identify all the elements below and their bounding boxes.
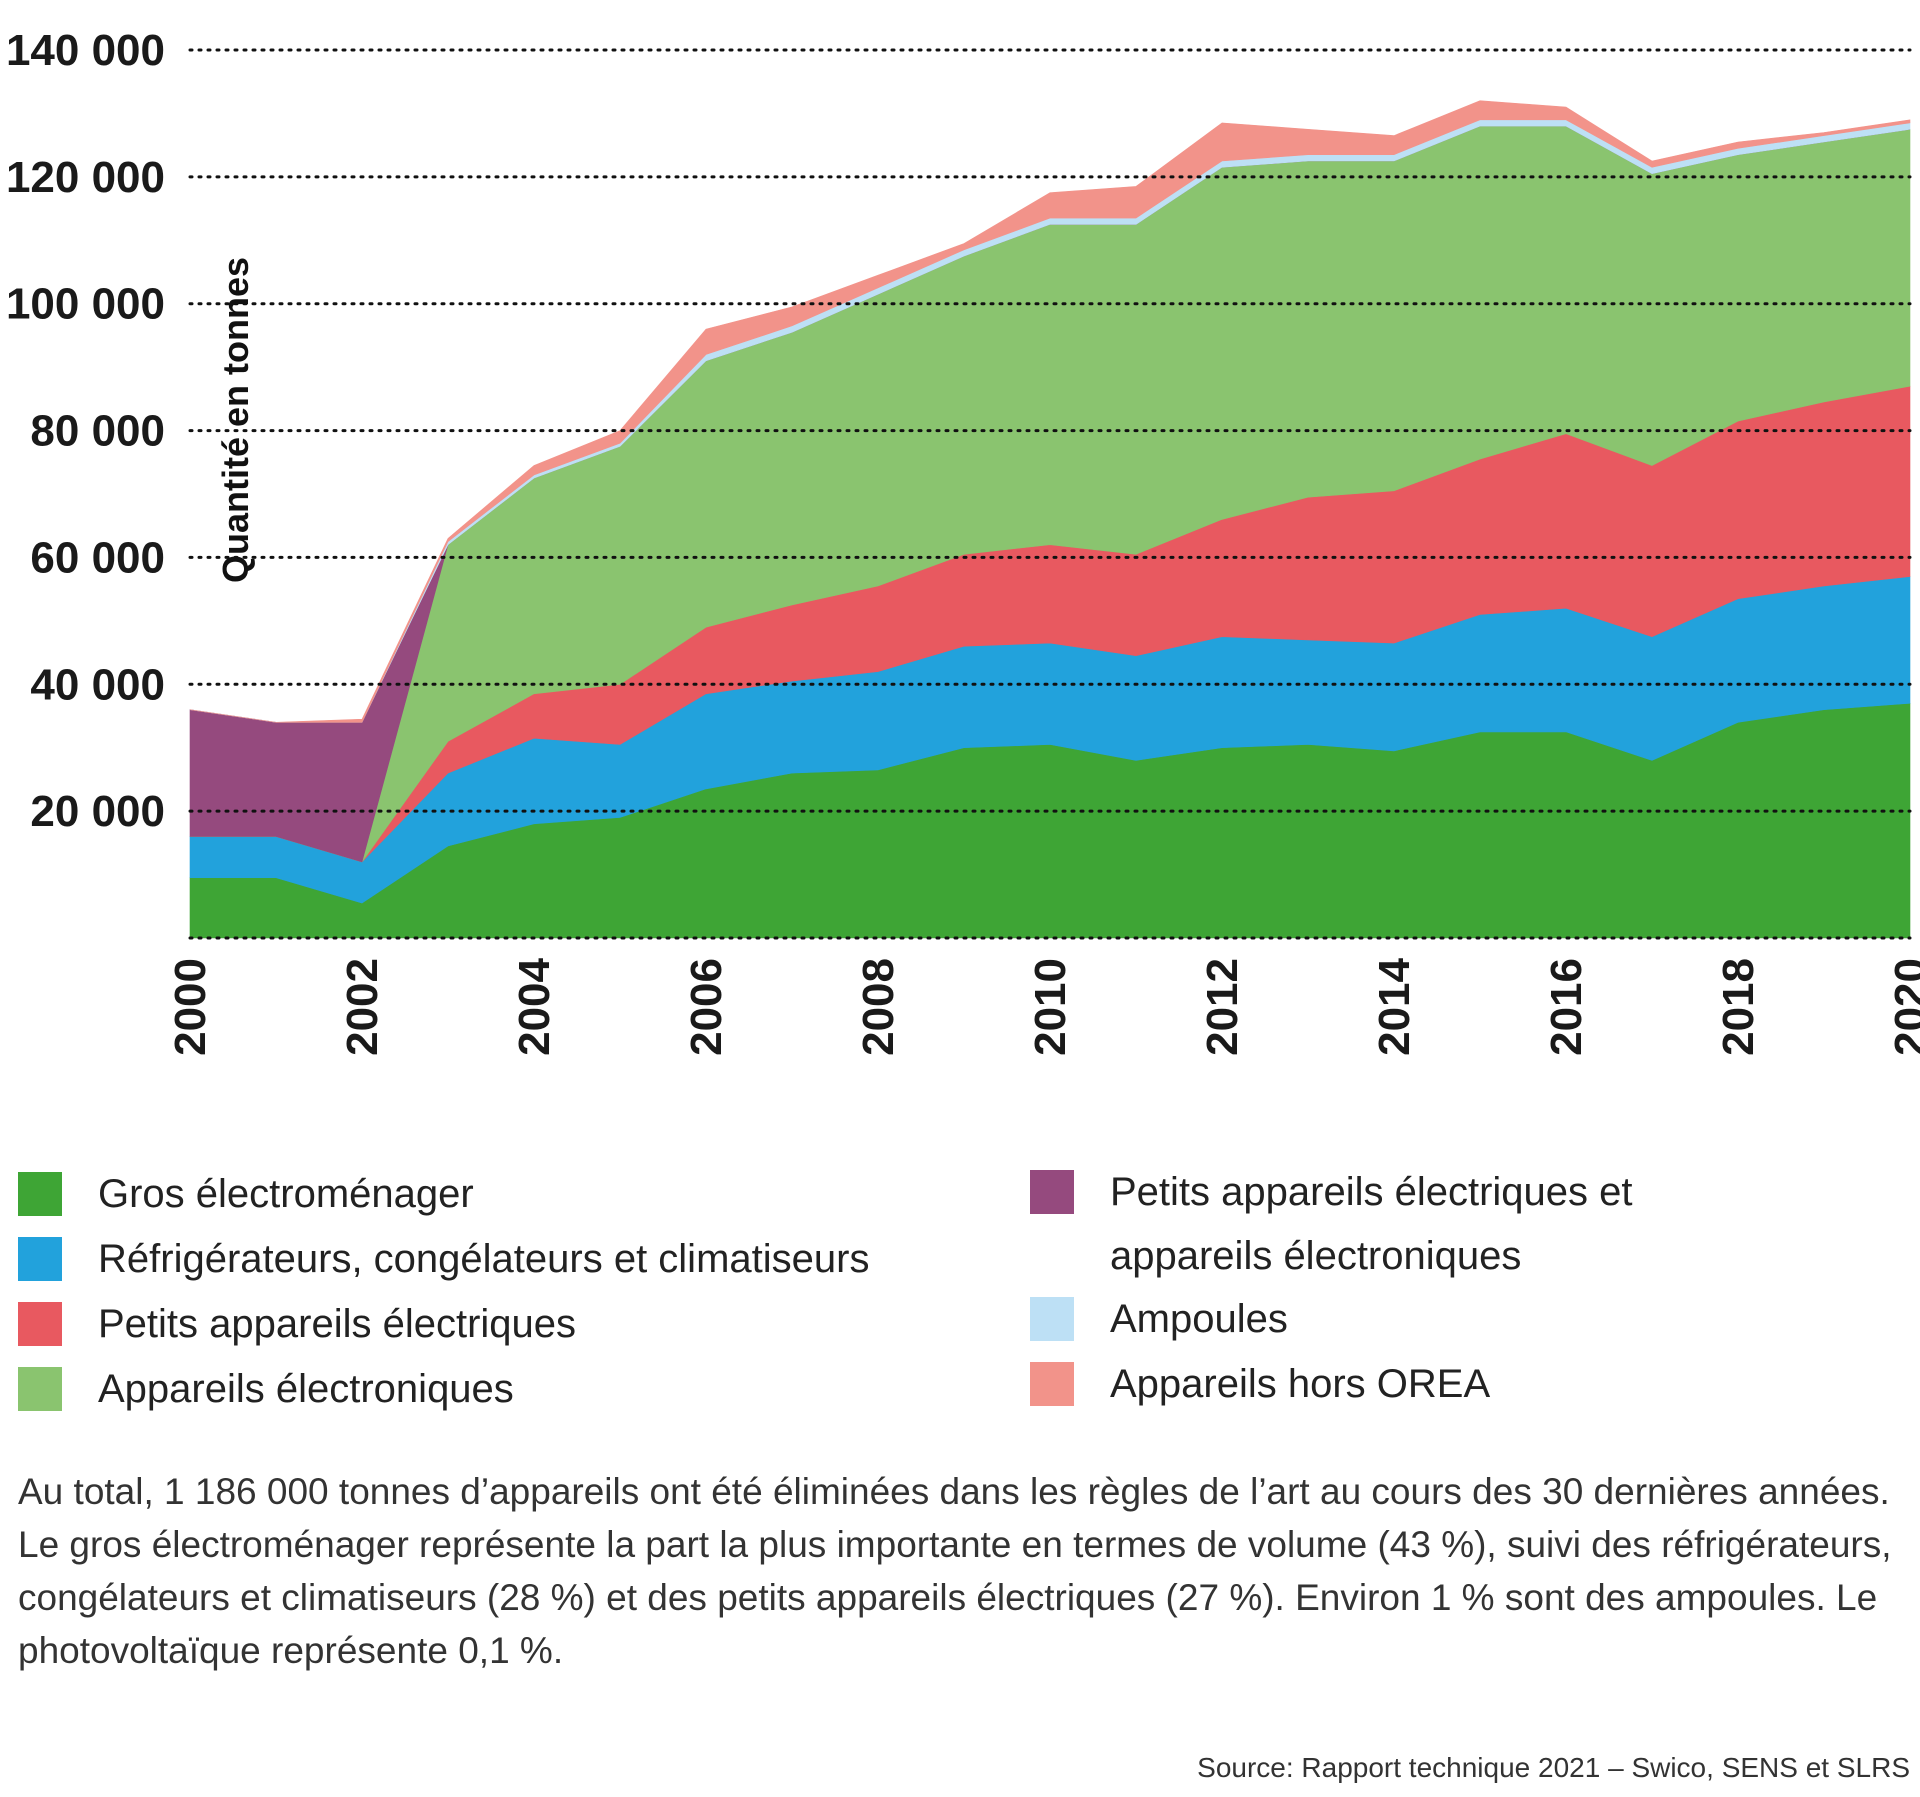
- y-axis-label: Quantité en tonnes: [215, 257, 256, 583]
- y-tick-label: 20 000: [30, 787, 165, 836]
- legend-label: Gros électroménager: [98, 1172, 474, 1216]
- stacked-area-chart: 20 000 40 000 60 000 80 000 100 000 120 000 14…: [6, 26, 1920, 1056]
- legend-swatch-refrigerateurs: [18, 1237, 62, 1281]
- legend-label: Petits appareils électriques: [98, 1302, 577, 1346]
- x-tick-label: 2000: [166, 958, 215, 1056]
- legend-item-hors-orea: Appareils hors OREA: [1030, 1360, 1490, 1416]
- x-tick-label: 2002: [338, 958, 387, 1056]
- legend-label-line-2: appareils électroniques: [1110, 1234, 1522, 1278]
- x-tick-label: 2010: [1026, 958, 1075, 1056]
- legend-label-line-1: Petits appareils électriques et: [1110, 1170, 1633, 1214]
- legend-item-petits-et-electroniques: Petits appareils électriques et appareil…: [1030, 1168, 1633, 1288]
- x-tick-label: 2018: [1714, 958, 1763, 1056]
- y-tick-label: 100 000: [6, 280, 165, 329]
- x-tick-label: 2006: [682, 958, 731, 1056]
- x-tick-label: 2020: [1886, 958, 1920, 1056]
- legend-label: Appareils électroniques: [98, 1367, 514, 1411]
- x-tick-label: 2012: [1198, 958, 1247, 1056]
- source-note: Source: Rapport technique 2021 – Swico, …: [1197, 1752, 1910, 1783]
- legend-item-petits-appareils: Petits appareils électriques: [18, 1300, 576, 1356]
- legend-swatch-appareils-electroniques: [18, 1367, 62, 1411]
- y-tick-label: 60 000: [30, 533, 165, 582]
- legend-swatch-petits-appareils: [18, 1302, 62, 1346]
- legend-item-ampoules: Ampoules: [1030, 1295, 1288, 1351]
- x-tick-label: 2008: [854, 958, 903, 1056]
- legend-item-appareils-electroniques: Appareils électroniques: [18, 1365, 514, 1421]
- y-tick-labels: 20 000 40 000 60 000 80 000 100 000 120 000 14…: [6, 26, 165, 836]
- legend-label: Petits appareils électriques et appareil…: [1110, 1160, 1633, 1288]
- legend: Gros électroménager Réfrigérateurs, cong…: [18, 1150, 1918, 1430]
- caption-text: Au total, 1 186 000 tonnes d’appareils o…: [18, 1471, 1892, 1671]
- legend-item-refrigerateurs: Réfrigérateurs, congélateurs et climatis…: [18, 1235, 869, 1291]
- legend-label: Réfrigérateurs, congélateurs et climatis…: [98, 1237, 870, 1281]
- legend-label: Appareils hors OREA: [1110, 1362, 1491, 1406]
- y-tick-label: 140 000: [6, 26, 165, 75]
- x-tick-label: 2016: [1542, 958, 1591, 1056]
- y-tick-label: 40 000: [30, 660, 165, 709]
- x-tick-label: 2004: [510, 957, 559, 1055]
- legend-swatch-hors-orea: [1030, 1362, 1074, 1406]
- y-tick-label: 80 000: [30, 407, 165, 456]
- legend-swatch-ampoules: [1030, 1297, 1074, 1341]
- x-tick-labels: 2000 2002 2004 2006 2008 2010 2012 2014 2016 2018…: [166, 957, 1920, 1055]
- area-appareils-hors-orea: [189, 100, 1911, 723]
- legend-swatch-petits-et-electroniques: [1030, 1170, 1074, 1214]
- legend-label: Ampoules: [1110, 1297, 1288, 1341]
- y-tick-label: 120 000: [6, 153, 165, 202]
- legend-swatch-gros-electromenager: [18, 1172, 62, 1216]
- area-series-group: [189, 100, 1911, 939]
- x-tick-label: 2014: [1370, 957, 1419, 1055]
- legend-item-gros-electromenager: Gros électroménager: [18, 1170, 474, 1226]
- grid-lines: [188, 48, 1912, 813]
